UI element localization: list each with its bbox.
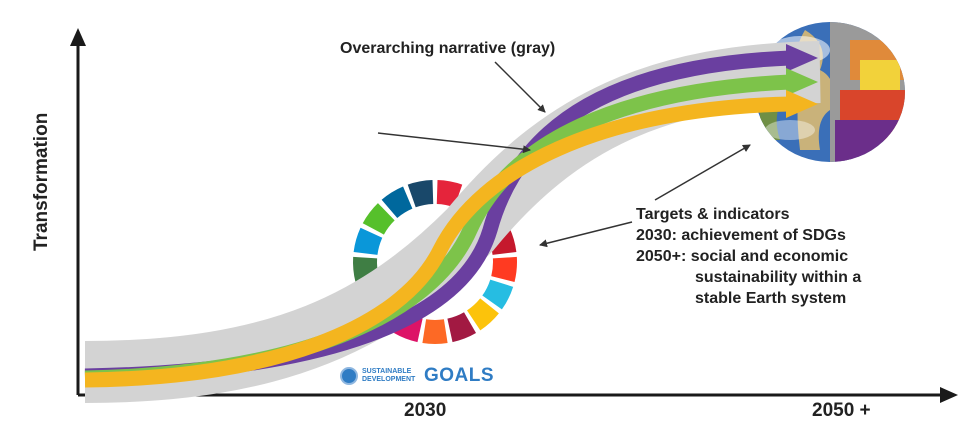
purple-arrowhead [786, 44, 818, 72]
narrative-annotation: Overarching narrative (gray) [340, 40, 556, 57]
sdg-wheel-segment [381, 186, 413, 218]
sdg-wheel-segment [467, 298, 499, 331]
yellow-pathway [84, 96, 791, 388]
targets-line-2: 2030: achievement of SDGs [636, 227, 846, 244]
green-arrowhead [786, 68, 818, 96]
axes [70, 28, 958, 403]
un-emblem-icon [340, 367, 358, 385]
y-axis-arrowhead [70, 28, 86, 46]
yellow-arrowhead [786, 90, 818, 118]
sdg-wheel-segment [447, 312, 477, 343]
x-tick-2030: 2030 [404, 400, 447, 421]
targets-line-3: 2050+: social and economic [636, 248, 849, 265]
sdg-logo-small-text: SUSTAINABLE DEVELOPMENT [362, 368, 416, 383]
y-axis-label: Transformation [31, 112, 52, 251]
pathway-leader-line [377, 132, 531, 154]
sdg-logo: SUSTAINABLE DEVELOPMENT GOALS [340, 365, 494, 387]
targets-line-4: sustainability within a [695, 269, 862, 286]
sdg-wheel-segment [407, 180, 434, 208]
sdg-wheel-segment [482, 279, 514, 310]
sdg-wheel-segment [422, 319, 448, 344]
sdg-wheel-segment [362, 203, 395, 235]
x-tick-2050-plus: 2050 + [812, 400, 871, 421]
targets-line-5: stable Earth system [695, 290, 847, 307]
pathway-arrows [84, 44, 818, 388]
sdg-wheel-segment [491, 256, 517, 283]
targets-annotation: Targets & indicators 2030: achievement o… [636, 204, 861, 309]
sdg-logo-goals-text: GOALS [424, 365, 495, 386]
targets-leader-line-globe [654, 144, 751, 201]
sdg-wheel-segment [353, 227, 383, 255]
x-axis-arrowhead [940, 387, 958, 403]
narrative-leader-line [494, 61, 546, 113]
targets-leader-line-wheel [539, 221, 633, 248]
targets-line-1: Targets & indicators [636, 206, 790, 223]
